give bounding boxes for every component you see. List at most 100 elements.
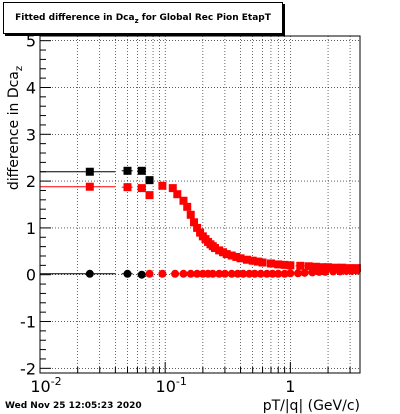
y-axis-label-subscript: z <box>14 66 25 71</box>
data-point <box>250 269 259 278</box>
data-point <box>123 166 132 175</box>
y-axis-label-main: difference in Dca <box>6 71 22 190</box>
data-point <box>171 269 180 278</box>
data-point <box>242 255 251 264</box>
data-point <box>186 210 195 219</box>
data-point <box>300 268 309 277</box>
data-point <box>158 269 167 278</box>
data-point <box>293 269 302 278</box>
data-point <box>227 251 236 260</box>
data-point <box>145 176 154 185</box>
data-point <box>123 269 132 278</box>
x-axis-label: pT/|q| (GeV/c) <box>263 398 360 414</box>
data-point <box>336 267 345 276</box>
data-point <box>280 269 289 278</box>
data-point <box>145 269 154 278</box>
data-point <box>248 256 257 265</box>
data-point <box>338 263 347 272</box>
data-point <box>245 269 254 278</box>
data-point <box>280 260 289 269</box>
data-point <box>331 263 340 272</box>
data-point <box>274 269 283 278</box>
data-point <box>168 184 177 193</box>
data-point <box>315 267 324 276</box>
data-point <box>137 184 146 193</box>
y-axis-label: difference in Dcaz <box>6 66 25 190</box>
data-point <box>145 191 154 200</box>
data-point <box>311 262 320 271</box>
y-tick-label: 2 <box>26 172 36 191</box>
data-point <box>321 267 330 276</box>
plot-frame <box>39 35 361 374</box>
data-point <box>85 269 94 278</box>
chart-title-box: Fitted difference in Dcaz for Global Rec… <box>3 2 283 34</box>
data-point <box>158 181 167 190</box>
series-group <box>40 166 154 185</box>
x-tick-label-base: 10 <box>156 377 176 396</box>
data-point <box>253 257 262 266</box>
chart-title-main: Fitted difference in Dca <box>15 13 135 23</box>
x-tick-label: 10-1 <box>156 375 187 396</box>
x-tick-label-base: 10 <box>30 377 50 396</box>
data-series <box>40 166 361 279</box>
data-point <box>329 267 338 276</box>
data-point <box>123 183 132 192</box>
data-point <box>286 261 295 270</box>
data-point <box>286 269 295 278</box>
data-point <box>215 269 224 278</box>
data-point <box>208 269 217 278</box>
data-point <box>193 223 202 232</box>
data-point <box>173 190 182 199</box>
data-point <box>179 196 188 205</box>
x-tick-label-exponent: -2 <box>51 375 62 388</box>
y-tick-label: 3 <box>26 125 36 144</box>
y-tick-label: 4 <box>26 78 36 97</box>
data-point <box>258 258 267 267</box>
data-point <box>220 269 229 278</box>
chart-title-suffix: for Global Rec Pion EtapT <box>138 13 271 23</box>
chart-title-subscript: z <box>134 16 139 25</box>
data-point <box>85 182 94 191</box>
data-point <box>183 202 192 211</box>
x-tick-label-exponent: -1 <box>176 375 187 388</box>
y-tick-label: -2 <box>20 359 36 378</box>
data-point <box>308 268 317 277</box>
data-point <box>137 166 146 175</box>
data-point <box>266 259 275 268</box>
chart-title: Fitted difference in Dcaz for Global Rec… <box>4 3 282 33</box>
data-point <box>239 269 248 278</box>
data-point <box>262 269 271 278</box>
data-point <box>193 269 202 278</box>
x-tick-label-base: 1 <box>285 377 295 396</box>
data-point <box>190 218 199 227</box>
data-point <box>186 269 195 278</box>
y-tick-label: 5 <box>26 32 36 51</box>
data-point <box>256 269 265 278</box>
data-point <box>318 263 327 272</box>
data-point <box>210 244 219 253</box>
y-tick-label: 1 <box>26 219 36 238</box>
data-point <box>85 167 94 176</box>
y-tick-label: 0 <box>26 266 36 285</box>
data-point <box>268 269 277 278</box>
data-point <box>227 269 236 278</box>
data-point <box>342 266 351 275</box>
series-group <box>145 266 361 278</box>
data-point <box>304 262 313 271</box>
series-group <box>40 181 361 273</box>
data-point <box>352 266 361 275</box>
data-point <box>179 269 188 278</box>
data-point <box>232 252 241 261</box>
data-point <box>137 270 146 279</box>
series-group <box>40 269 146 279</box>
data-point <box>236 254 245 263</box>
grid-lines <box>40 36 360 373</box>
data-point <box>274 260 283 269</box>
data-point <box>324 263 333 272</box>
data-point <box>222 250 231 259</box>
x-tick-label: 1 <box>285 377 295 396</box>
data-point <box>296 261 305 270</box>
y-tick-label: -1 <box>20 313 36 332</box>
